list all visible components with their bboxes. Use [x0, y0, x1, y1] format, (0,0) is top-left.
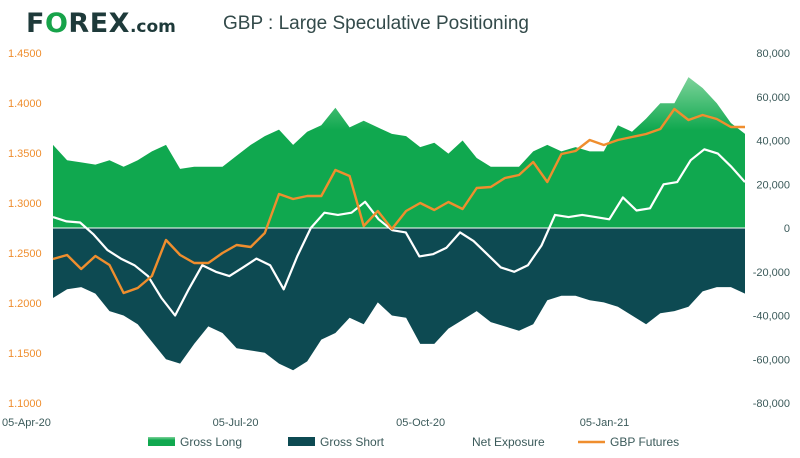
logo-suffix: .com [129, 17, 176, 37]
gbp-futures-line [52, 107, 745, 295]
y-right-tick-label: -20,000 [753, 267, 790, 279]
legend-swatch-gross-long [148, 437, 175, 446]
legend-label[interactable]: Gross Short [320, 435, 385, 449]
x-tick-label: 05-Jul-20 [213, 417, 259, 429]
y-right-tick-label: -80,000 [753, 398, 790, 410]
legend-swatch-gross-short [288, 437, 315, 446]
chart-title: GBP : Large Speculative Positioning [223, 13, 529, 34]
y-right-tick-label: 80,000 [756, 48, 790, 60]
legend-label[interactable]: Gross Long [180, 435, 242, 449]
y-right-tick-label: -60,000 [753, 354, 790, 366]
gross-short-area [53, 228, 745, 371]
y-right-tick-label: 0 [784, 223, 790, 235]
y-left-tick-label: 1.1500 [8, 348, 42, 360]
y-right-tick-label: 60,000 [756, 92, 790, 104]
x-tick-label: 05-Jan-21 [580, 417, 630, 429]
logo-letters-rex: REX [68, 8, 130, 39]
logo-letter-f: F [26, 8, 45, 39]
y-right-tick-label: 20,000 [756, 179, 790, 191]
y-left-tick-label: 1.2000 [8, 298, 42, 310]
x-tick-label: 05-Oct-20 [396, 417, 445, 429]
forex-logo[interactable]: FOREX.com [26, 8, 176, 39]
y-left-tick-label: 1.1000 [8, 398, 42, 410]
y-left-tick-label: 1.3000 [8, 198, 42, 210]
logo-letter-o: O [44, 8, 69, 39]
y-left-tick-label: 1.3500 [8, 148, 42, 160]
legend-label[interactable]: Net Exposure [472, 435, 545, 449]
legend-label[interactable]: GBP Futures [610, 435, 679, 449]
y-left-tick-label: 1.2500 [8, 248, 42, 260]
y-left-tick-label: 1.4500 [8, 48, 42, 60]
x-tick-label: 05-Apr-20 [2, 417, 51, 429]
y-right-tick-label: -40,000 [753, 311, 790, 323]
y-left-tick-label: 1.4000 [8, 98, 42, 110]
gross-long-area [53, 77, 745, 228]
net-exposure-line [52, 148, 746, 317]
y-right-tick-label: 40,000 [756, 136, 790, 148]
